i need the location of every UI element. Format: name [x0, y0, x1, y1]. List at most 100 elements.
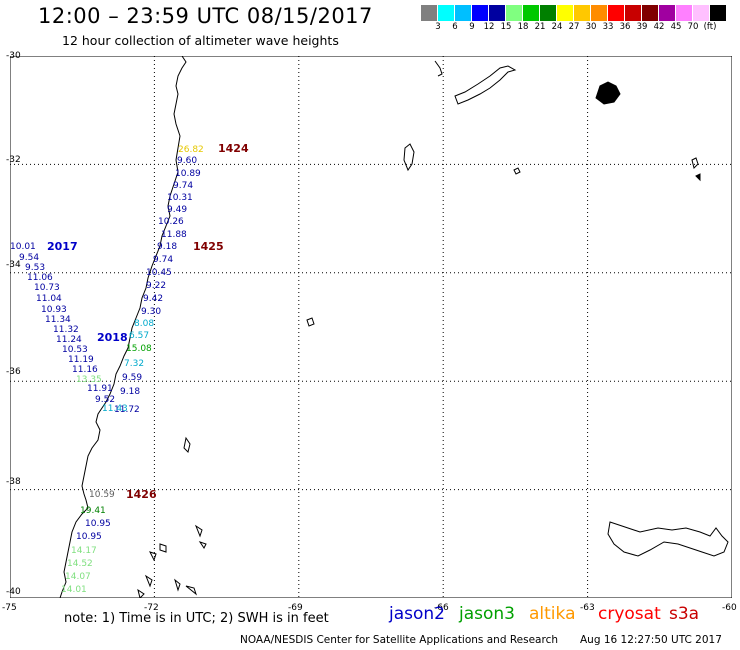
islands — [137, 60, 729, 598]
mission-label: jason2 — [389, 604, 445, 624]
wave-height-reading: 10.59 — [89, 490, 115, 500]
scale-swatch — [574, 5, 591, 21]
wave-height-reading: 26.82 — [178, 145, 204, 155]
longitude-label: -66 — [434, 603, 449, 613]
longitude-label: -60 — [722, 603, 737, 613]
scale-swatch — [540, 5, 557, 21]
latitude-label: -40 — [6, 587, 21, 597]
track-label: 1426 — [126, 488, 157, 501]
scale-label: 24 — [551, 22, 563, 32]
wave-height-reading: 10.93 — [41, 305, 67, 315]
wave-height-reading: 9.22 — [146, 281, 166, 291]
wave-height-reading: 11.24 — [56, 335, 82, 345]
scale-label: 18 — [517, 22, 529, 32]
wave-height-reading: 14.01 — [61, 585, 87, 595]
wave-height-map: 26.829.60 10.89 9.74 10.31 9.49 10.26 11.88 9.1… — [10, 56, 732, 598]
wave-height-reading: 8.08 — [134, 319, 154, 329]
wave-height-reading: 11.43 — [102, 404, 128, 414]
scale-label: 39 — [636, 22, 648, 32]
page-title: 12:00 – 23:59 UTC 08/15/2017 — [38, 4, 373, 28]
scale-swatch — [642, 5, 659, 21]
chile-coastline — [59, 56, 187, 598]
mission-label: altika — [529, 604, 576, 624]
wave-height-reading: 9.30 — [141, 307, 161, 317]
scale-swatch — [625, 5, 642, 21]
wave-height-reading: 10.31 — [167, 193, 193, 203]
mission-label: jason3 — [459, 604, 515, 624]
longitude-label: -75 — [2, 603, 17, 613]
wave-height-reading: 11.16 — [72, 365, 98, 375]
wave-height-reading: 11.06 — [27, 273, 53, 283]
wave-height-reading: 9.42 — [143, 294, 163, 304]
track-label: 1425 — [193, 240, 224, 253]
wave-height-reading: 9.59 — [122, 373, 142, 383]
scale-label: 12 — [483, 22, 495, 32]
scale-label: 30 — [585, 22, 597, 32]
latitude-label: -38 — [6, 477, 21, 487]
scale-swatch — [455, 5, 472, 21]
latitude-label: -36 — [6, 367, 21, 377]
wave-height-reading: 11.34 — [45, 315, 71, 325]
wave-height-reading: 14.07 — [65, 572, 91, 582]
scale-label: 27 — [568, 22, 580, 32]
scale-label: 70 — [687, 22, 699, 32]
map-frame — [10, 56, 732, 598]
scale-label: (ft) — [703, 22, 717, 32]
wave-height-reading: 14.52 — [67, 559, 93, 569]
latitude-label: -30 — [6, 51, 21, 61]
wave-height-reading: 10.73 — [34, 283, 60, 293]
scale-label: 36 — [619, 22, 631, 32]
wave-height-reading: 6.57 — [129, 331, 149, 341]
mission-label: s3a — [669, 604, 700, 624]
wave-height-reading: 11.32 — [53, 325, 79, 335]
track-label: 2018 — [97, 331, 128, 344]
footer-timestamp: Aug 16 12:27:50 UTC 2017 — [580, 634, 722, 646]
wave-height-reading: 9.18 — [120, 387, 140, 397]
wave-height-reading: 9.49 — [167, 205, 187, 215]
scale-label: 45 — [670, 22, 682, 32]
scale-swatch — [557, 5, 574, 21]
wave-height-reading: 10.53 — [62, 345, 88, 355]
wave-height-reading: 7.32 — [124, 359, 144, 369]
wave-height-reading: 9.74 — [153, 255, 173, 265]
wave-height-labels: 26.829.60 10.89 9.74 10.31 9.49 10.26 11.88 9.1… — [10, 145, 204, 595]
wave-height-reading: 10.89 — [175, 169, 201, 179]
scale-swatch — [659, 5, 676, 21]
wave-height-reading: 9.18 — [157, 242, 177, 252]
scale-swatch — [523, 5, 540, 21]
scale-label: 9 — [469, 22, 475, 32]
track-labels: 1424 1425 2017 2018 1426 — [47, 142, 249, 501]
scale-swatch — [506, 5, 523, 21]
scale-swatch — [489, 5, 506, 21]
scale-swatch — [472, 5, 489, 21]
scale-swatch — [421, 5, 438, 21]
wave-height-reading: 10.95 — [85, 519, 111, 529]
longitude-label: -63 — [580, 603, 595, 613]
page-subtitle: 12 hour collection of altimeter wave hei… — [62, 33, 339, 48]
wave-height-reading: 10.45 — [146, 268, 172, 278]
wave-height-reading: 9.53 — [25, 263, 45, 273]
wave-height-reading: 9.54 — [19, 253, 39, 263]
wave-height-reading: 11.19 — [68, 355, 94, 365]
track-label: 2017 — [47, 240, 78, 253]
wave-height-reading: 10.26 — [158, 217, 184, 227]
wave-height-reading: 10.95 — [76, 532, 102, 542]
longitude-label: -72 — [144, 603, 159, 613]
wave-height-reading: 11.72 — [114, 405, 140, 415]
wave-height-reading: 9.74 — [173, 181, 193, 191]
footer-note: note: 1) Time is in UTC; 2) SWH is in fe… — [64, 611, 329, 626]
scale-label: 6 — [452, 22, 458, 32]
scale-label: 42 — [653, 22, 665, 32]
latitude-label: -34 — [6, 260, 21, 270]
wave-height-reading: 11.88 — [161, 230, 187, 240]
wave-height-reading: 13.35 — [76, 375, 102, 385]
wave-height-reading: 14.17 — [71, 546, 97, 556]
footer-credit: NOAA/NESDIS Center for Satellite Applica… — [240, 634, 558, 646]
wave-height-reading: 10.01 — [10, 242, 36, 252]
scale-label: 21 — [534, 22, 546, 32]
scale-swatch — [591, 5, 608, 21]
graticule — [10, 56, 732, 598]
wave-height-reading: 11.91 — [87, 384, 113, 394]
wave-height-reading: 15.08 — [126, 344, 152, 354]
scale-swatch — [608, 5, 625, 21]
